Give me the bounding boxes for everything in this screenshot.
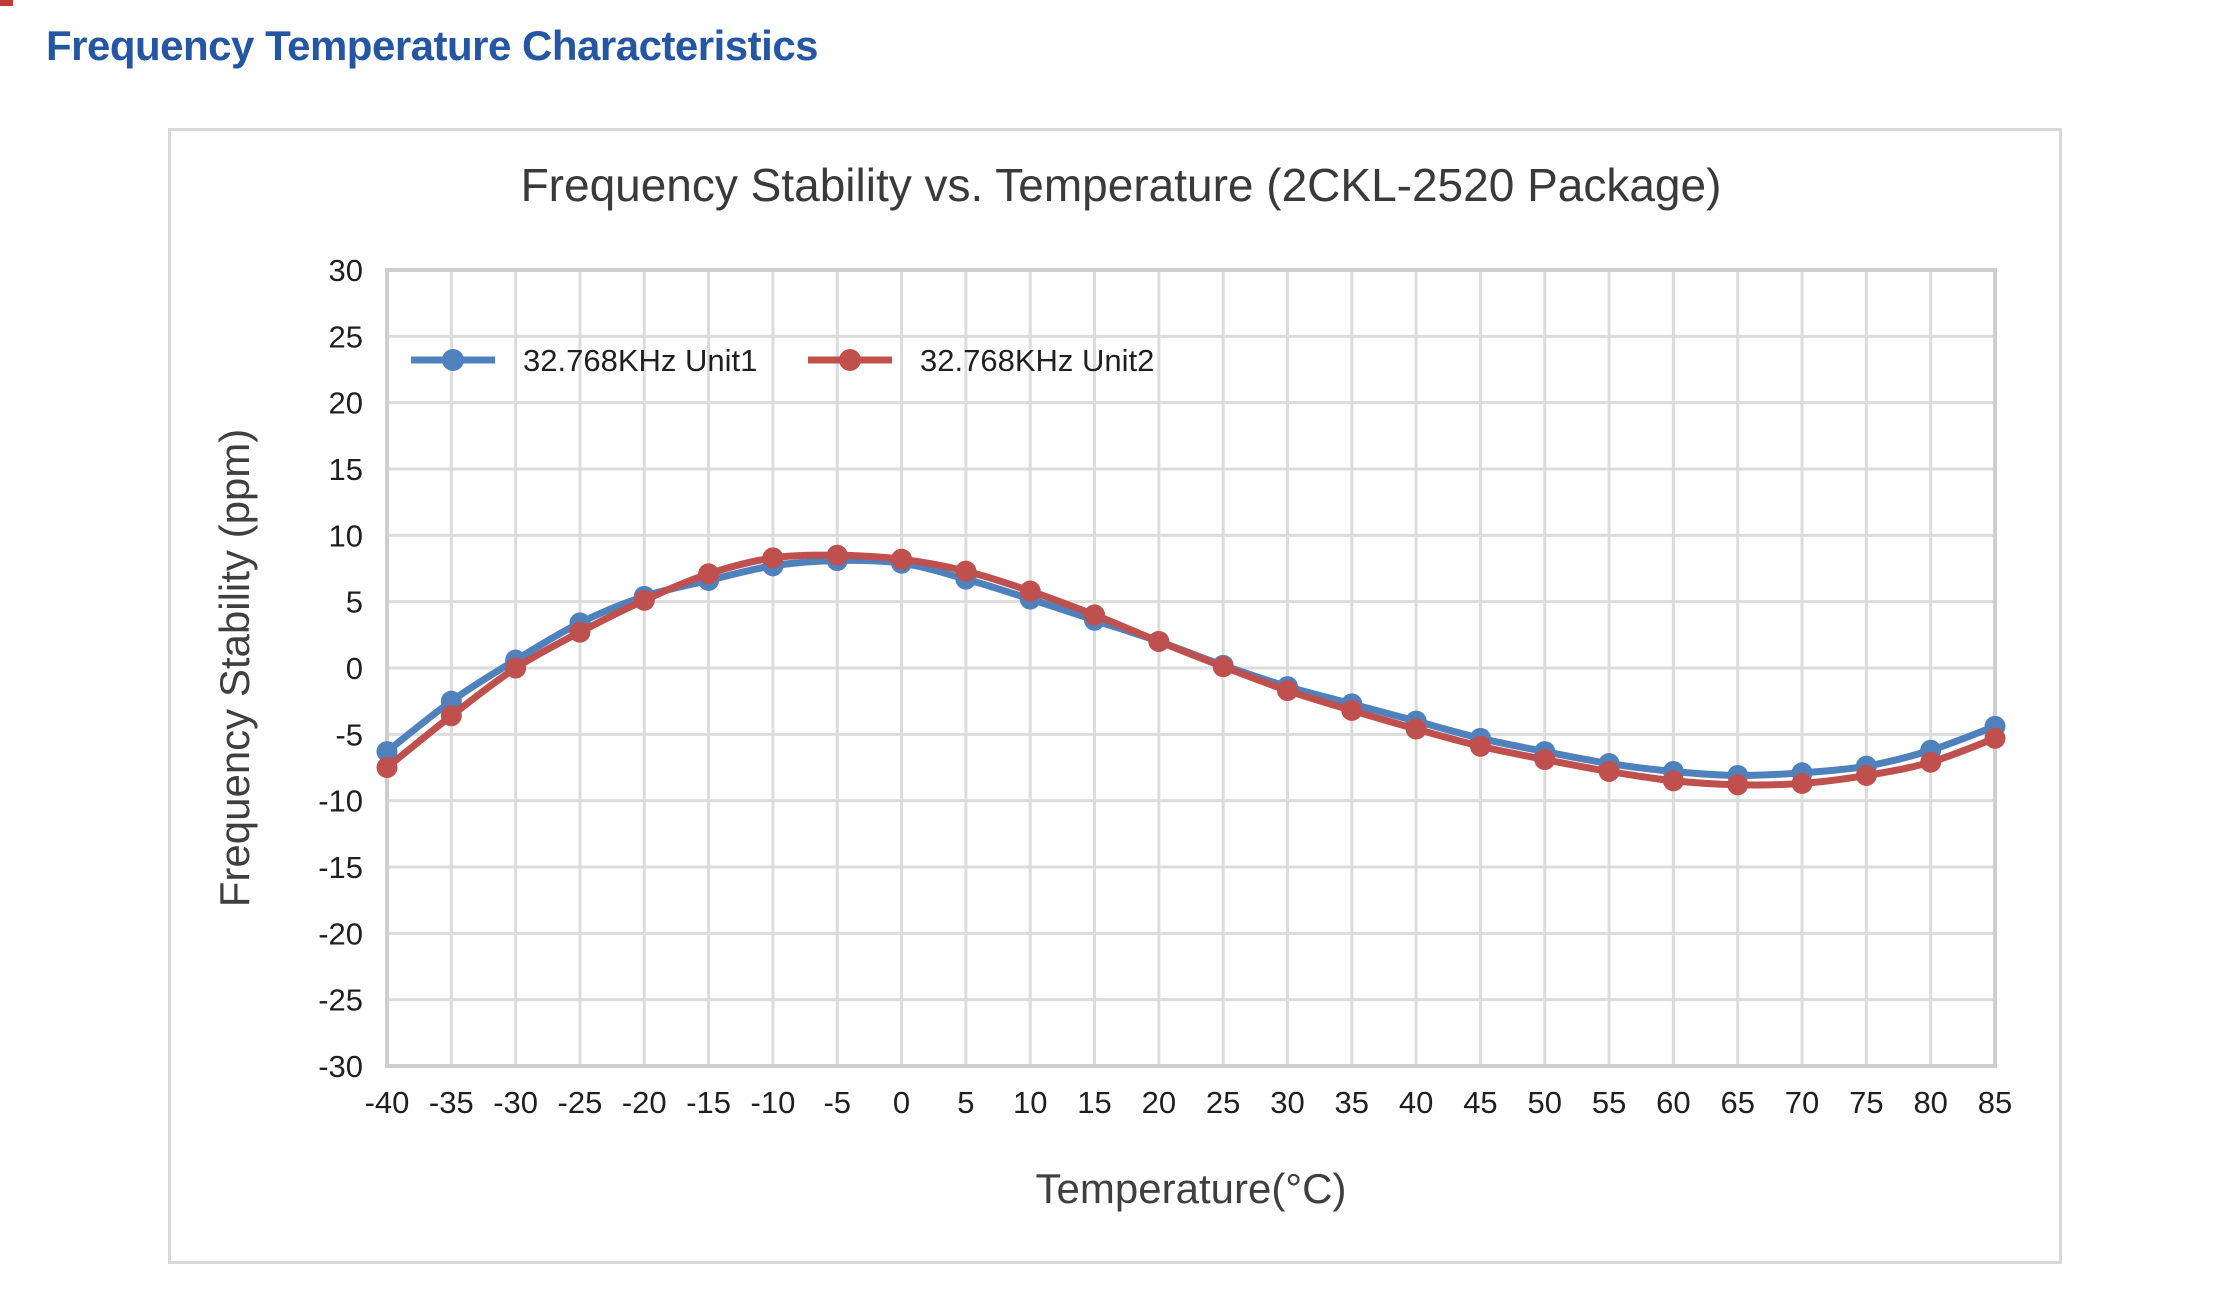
x-tick-label: 85 [1978,1085,2012,1120]
chart-legend: 32.768KHz Unit1 32.768KHz Unit2 [411,343,1154,378]
series-2-marker [1984,727,2006,749]
x-tick-label: -10 [751,1085,796,1120]
series-2-marker [1212,656,1234,678]
x-tick-label: 70 [1785,1085,1819,1120]
y-tick-label: 0 [346,651,363,686]
x-tick-label: 80 [1913,1085,1947,1120]
series-2-marker [1276,680,1298,702]
series-2-marker [762,547,784,569]
series-2-marker [1598,760,1620,782]
x-tick-label: 65 [1720,1085,1754,1120]
y-axis-title: Frequency Stability (ppm) [211,429,258,908]
series-2-marker [440,705,462,727]
x-tick-label: -35 [429,1085,474,1120]
x-tick-label: 40 [1399,1085,1433,1120]
x-tick-label: 75 [1849,1085,1883,1120]
screen-corner-artifact [0,0,13,6]
series-2-marker [569,621,591,643]
chart-card: -30 -25 -20 -15 -10 -5 0 5 10 15 20 25 30 -40 -35 -30 -2… [168,128,2062,1264]
y-tick-label: 20 [329,386,363,421]
x-tick-label: 5 [957,1085,974,1120]
y-tick-label: -10 [318,784,363,819]
series-2-group [376,544,2006,796]
x-tick-label: 60 [1656,1085,1690,1120]
x-tick-label: -20 [622,1085,667,1120]
x-tick-label: 0 [893,1085,910,1120]
legend-label-1: 32.768KHz Unit1 [523,343,757,378]
plot-frame [385,268,1997,1068]
x-tick-label: 25 [1206,1085,1240,1120]
y-tick-label: -25 [318,983,363,1018]
series-2-marker [1791,772,1813,794]
series-2-marker [1148,630,1170,652]
y-tick-label: -15 [318,850,363,885]
series-2-marker [1341,699,1363,721]
x-tick-label: 20 [1142,1085,1176,1120]
x-axis-title: Temperature(°C) [1036,1165,1347,1212]
legend-dot-marker-2 [839,349,861,371]
legend-dot-marker-1 [442,349,464,371]
y-tick-label: -30 [318,1049,363,1084]
series-2-marker [1469,735,1491,757]
x-tick-label: 55 [1592,1085,1626,1120]
series-2-marker [1727,774,1749,796]
x-tick-label: 50 [1528,1085,1562,1120]
series-2-marker [633,589,655,611]
series-2-marker [955,560,977,582]
series-2-marker [826,544,848,566]
y-tick-label: 10 [329,518,363,553]
series-2-marker [698,563,720,585]
series-2-marker [1855,764,1877,786]
x-tick-label: -15 [686,1085,731,1120]
x-tick-label: 35 [1335,1085,1369,1120]
series-2-marker [1920,751,1942,773]
frequency-stability-chart: -30 -25 -20 -15 -10 -5 0 5 10 15 20 25 30 -40 -35 -30 -2… [211,159,2012,1212]
series-1-marker [440,690,462,712]
legend-item-2: 32.768KHz Unit2 [808,343,1154,378]
x-tick-label: 10 [1013,1085,1047,1120]
y-tick-label: -5 [335,717,363,752]
series-2-marker [1084,604,1106,626]
series-2-marker [505,657,527,679]
legend-label-2: 32.768KHz Unit2 [920,343,1154,378]
y-tick-label: 15 [329,452,363,487]
y-tick-label: -20 [318,916,363,951]
series-2-line [383,551,1999,789]
series-2-marker [376,757,398,778]
x-tick-label: -30 [493,1085,538,1120]
y-tick-label: 25 [329,319,363,354]
chart-title: Frequency Stability vs. Temperature (2CK… [521,159,1722,211]
series-2-marker [1019,580,1041,602]
x-tick-label: -5 [823,1085,851,1120]
x-tick-label: 45 [1463,1085,1497,1120]
series-2-marker [1662,770,1684,792]
y-tick-label: 5 [346,585,363,620]
x-tick-label: 15 [1077,1085,1111,1120]
series-2-marker [891,548,913,570]
series-2-marker [1405,718,1427,740]
series-2-marker [1534,749,1556,771]
x-tick-label: 30 [1270,1085,1304,1120]
x-tick-label: -25 [558,1085,603,1120]
y-tick-label: 30 [329,253,363,288]
legend-item-1: 32.768KHz Unit1 [411,343,757,378]
page-title: Frequency Temperature Characteristics [46,22,819,69]
x-tick-label: -40 [365,1085,410,1120]
series-1-marker [376,741,398,763]
